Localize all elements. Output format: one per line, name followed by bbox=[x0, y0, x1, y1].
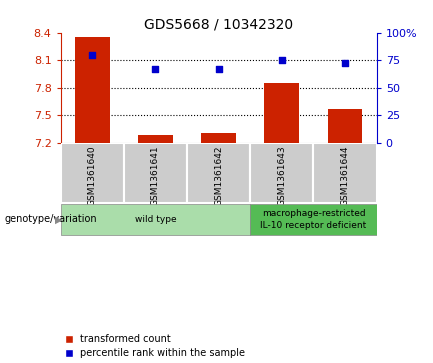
Point bbox=[152, 66, 159, 72]
Text: GSM1361643: GSM1361643 bbox=[278, 146, 286, 206]
Bar bbox=[75, 37, 110, 143]
Point bbox=[342, 61, 349, 66]
Bar bbox=[138, 135, 173, 143]
Text: GSM1361641: GSM1361641 bbox=[151, 146, 160, 206]
Bar bbox=[265, 83, 299, 143]
Bar bbox=[250, 143, 313, 203]
Text: wild type: wild type bbox=[135, 215, 176, 224]
Bar bbox=[250, 204, 377, 235]
Point bbox=[278, 57, 285, 63]
Point bbox=[215, 66, 222, 72]
Legend: transformed count, percentile rank within the sample: transformed count, percentile rank withi… bbox=[65, 334, 245, 358]
Text: GSM1361640: GSM1361640 bbox=[88, 146, 97, 206]
Text: ▶: ▶ bbox=[55, 215, 63, 224]
Point bbox=[89, 52, 96, 58]
Bar bbox=[61, 143, 124, 203]
Text: macrophage-restricted
IL-10 receptor deficient: macrophage-restricted IL-10 receptor def… bbox=[260, 209, 367, 229]
Bar bbox=[124, 143, 187, 203]
Bar bbox=[313, 143, 377, 203]
Bar bbox=[328, 109, 362, 143]
Bar bbox=[61, 204, 250, 235]
Bar bbox=[187, 143, 250, 203]
Text: GSM1361644: GSM1361644 bbox=[341, 146, 349, 206]
Bar bbox=[201, 133, 236, 143]
Title: GDS5668 / 10342320: GDS5668 / 10342320 bbox=[144, 17, 293, 32]
Text: genotype/variation: genotype/variation bbox=[4, 215, 97, 224]
Text: GSM1361642: GSM1361642 bbox=[214, 146, 223, 206]
